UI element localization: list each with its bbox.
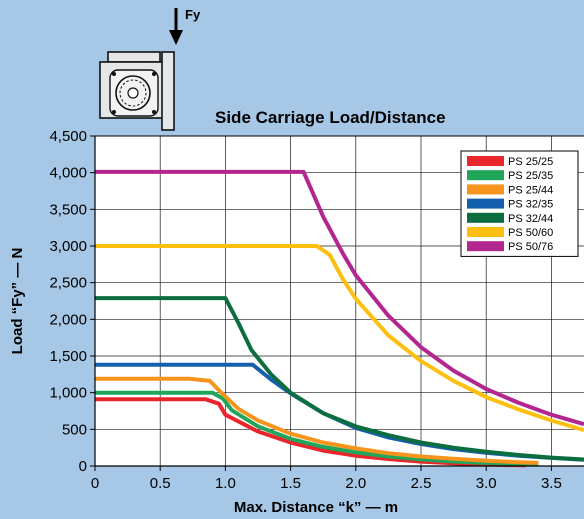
series-line — [95, 376, 539, 465]
legend-swatch — [467, 156, 504, 166]
legend: PS 25/25 PS 25/35 PS 25/44 PS 32/35 PS 32/44… — [460, 150, 579, 257]
axis-ticks: 0 500 1,000 1,500 2,000 2,500 3,000 3,500 4,000 4… — [49, 128, 561, 492]
series-line — [95, 390, 539, 467]
chart-title: Side Carriage Load/Distance — [215, 108, 446, 127]
y-tick-label: 2,000 — [49, 311, 87, 328]
force-arrow-icon — [169, 8, 183, 45]
legend-label: PS 25/44 — [508, 184, 553, 196]
legend-swatch — [467, 241, 504, 252]
legend-label: PS 32/44 — [508, 213, 553, 225]
y-tick-label: 0 — [79, 458, 87, 475]
y-tick-label: 500 — [62, 421, 87, 438]
axes — [94, 135, 584, 467]
y-tick-label: 4,000 — [49, 165, 87, 182]
y-tick-label: 1,500 — [49, 348, 87, 365]
force-label: Fy — [185, 7, 201, 22]
series-line — [95, 244, 584, 433]
legend-swatch — [467, 212, 504, 223]
legend-label: PS 50/76 — [508, 241, 553, 253]
y-tick-label: 2,500 — [49, 275, 87, 292]
y-tick-label: 1,000 — [49, 385, 87, 402]
x-tick-label: 0 — [91, 475, 99, 492]
y-tick-label: 3,500 — [49, 201, 87, 218]
legend-swatch — [467, 184, 504, 195]
y-tick-label: 3,000 — [49, 238, 87, 255]
y-axis-label: Load “Fy” — N — [9, 248, 26, 355]
x-tick-label: 0.5 — [150, 475, 171, 492]
x-tick-label: 1.5 — [280, 475, 301, 492]
x-axis-label: Max. Distance “k” — m — [234, 499, 398, 516]
series-line — [95, 169, 584, 427]
x-tick-label: 3.5 — [541, 475, 562, 492]
series-layer — [95, 169, 584, 468]
legend-label: PS 32/35 — [508, 199, 553, 211]
x-tick-label: 1.0 — [215, 475, 236, 492]
legend-label: PS 50/60 — [508, 227, 553, 239]
y-tick-label: 4,500 — [49, 128, 87, 145]
legend-label: PS 25/25 — [508, 156, 553, 168]
legend-swatch — [467, 227, 504, 237]
series-line — [95, 296, 584, 462]
x-tick-label: 2.0 — [345, 475, 366, 492]
legend-swatch — [467, 198, 504, 209]
legend-swatch — [467, 170, 504, 181]
carriage-illustration — [99, 51, 175, 131]
x-tick-label: 3.0 — [476, 475, 497, 492]
legend-label: PS 25/35 — [508, 170, 553, 182]
x-tick-label: 2.5 — [411, 475, 432, 492]
